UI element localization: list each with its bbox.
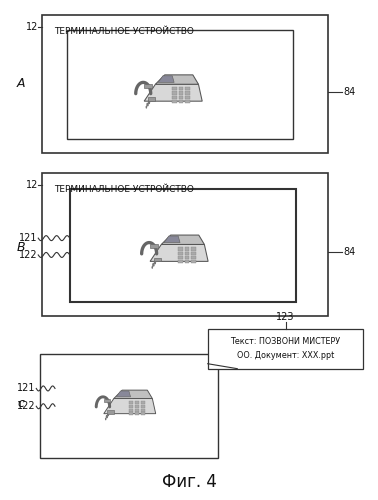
Polygon shape bbox=[148, 98, 155, 101]
Polygon shape bbox=[144, 84, 202, 101]
Text: 123: 123 bbox=[276, 312, 295, 322]
Text: 12: 12 bbox=[26, 22, 38, 32]
Polygon shape bbox=[114, 390, 152, 398]
Polygon shape bbox=[107, 410, 114, 414]
Polygon shape bbox=[172, 100, 177, 103]
Polygon shape bbox=[179, 87, 183, 90]
Polygon shape bbox=[179, 92, 183, 94]
Polygon shape bbox=[172, 96, 177, 99]
Polygon shape bbox=[161, 235, 204, 244]
Text: c: c bbox=[17, 397, 24, 410]
Polygon shape bbox=[185, 260, 189, 264]
Polygon shape bbox=[129, 412, 133, 416]
Polygon shape bbox=[185, 100, 190, 103]
Text: 84: 84 bbox=[344, 87, 356, 97]
Polygon shape bbox=[141, 412, 145, 416]
Polygon shape bbox=[141, 405, 145, 408]
Text: A: A bbox=[16, 78, 25, 90]
Polygon shape bbox=[150, 244, 208, 262]
Polygon shape bbox=[178, 252, 183, 255]
Polygon shape bbox=[191, 252, 196, 255]
Polygon shape bbox=[178, 248, 183, 250]
Bar bbox=[70, 188, 296, 302]
Polygon shape bbox=[141, 408, 145, 412]
Text: 121: 121 bbox=[19, 233, 37, 243]
Polygon shape bbox=[185, 87, 190, 90]
Polygon shape bbox=[135, 408, 139, 412]
Text: ОО. Документ: ХХХ.ppt: ОО. Документ: ХХХ.ppt bbox=[237, 351, 334, 360]
Polygon shape bbox=[185, 92, 190, 94]
Polygon shape bbox=[178, 256, 183, 259]
Text: 121: 121 bbox=[17, 384, 35, 394]
Text: 84: 84 bbox=[344, 247, 356, 257]
Polygon shape bbox=[172, 92, 177, 94]
Bar bbox=[42, 173, 328, 316]
Polygon shape bbox=[185, 96, 190, 99]
Polygon shape bbox=[104, 398, 156, 413]
Text: B: B bbox=[16, 240, 25, 254]
Polygon shape bbox=[185, 256, 189, 259]
Polygon shape bbox=[154, 258, 161, 262]
Polygon shape bbox=[135, 401, 139, 404]
Text: ТЕРМИНАЛЬНОЕ УСТРОЙСТВО: ТЕРМИНАЛЬНОЕ УСТРОЙСТВО bbox=[54, 184, 194, 194]
Text: 122: 122 bbox=[17, 401, 35, 411]
Polygon shape bbox=[141, 401, 145, 404]
Polygon shape bbox=[158, 76, 174, 82]
Polygon shape bbox=[191, 256, 196, 259]
Polygon shape bbox=[129, 401, 133, 404]
Bar bbox=[42, 14, 328, 153]
Polygon shape bbox=[191, 248, 196, 250]
Polygon shape bbox=[104, 398, 110, 402]
Text: 122: 122 bbox=[19, 250, 37, 260]
Text: 12: 12 bbox=[26, 180, 38, 190]
Text: Текст: ПОЗВОНИ МИСТЕРУ: Текст: ПОЗВОНИ МИСТЕРУ bbox=[231, 337, 341, 346]
Polygon shape bbox=[191, 260, 196, 264]
Text: Фиг. 4: Фиг. 4 bbox=[161, 474, 217, 492]
Bar bbox=[208, 329, 363, 368]
Bar bbox=[40, 354, 218, 458]
Polygon shape bbox=[155, 75, 198, 85]
Polygon shape bbox=[185, 248, 189, 250]
Polygon shape bbox=[178, 260, 183, 264]
Polygon shape bbox=[129, 405, 133, 408]
Polygon shape bbox=[179, 100, 183, 103]
Polygon shape bbox=[172, 87, 177, 90]
Polygon shape bbox=[144, 84, 152, 88]
Polygon shape bbox=[116, 391, 130, 397]
Bar bbox=[67, 30, 293, 139]
Text: ТЕРМИНАЛЬНОЕ УСТРОЙСТВО: ТЕРМИНАЛЬНОЕ УСТРОЙСТВО bbox=[54, 26, 194, 36]
Polygon shape bbox=[135, 412, 139, 416]
Polygon shape bbox=[135, 405, 139, 408]
Polygon shape bbox=[164, 236, 180, 242]
Polygon shape bbox=[150, 244, 158, 248]
Polygon shape bbox=[129, 408, 133, 412]
Polygon shape bbox=[185, 252, 189, 255]
Polygon shape bbox=[179, 96, 183, 99]
